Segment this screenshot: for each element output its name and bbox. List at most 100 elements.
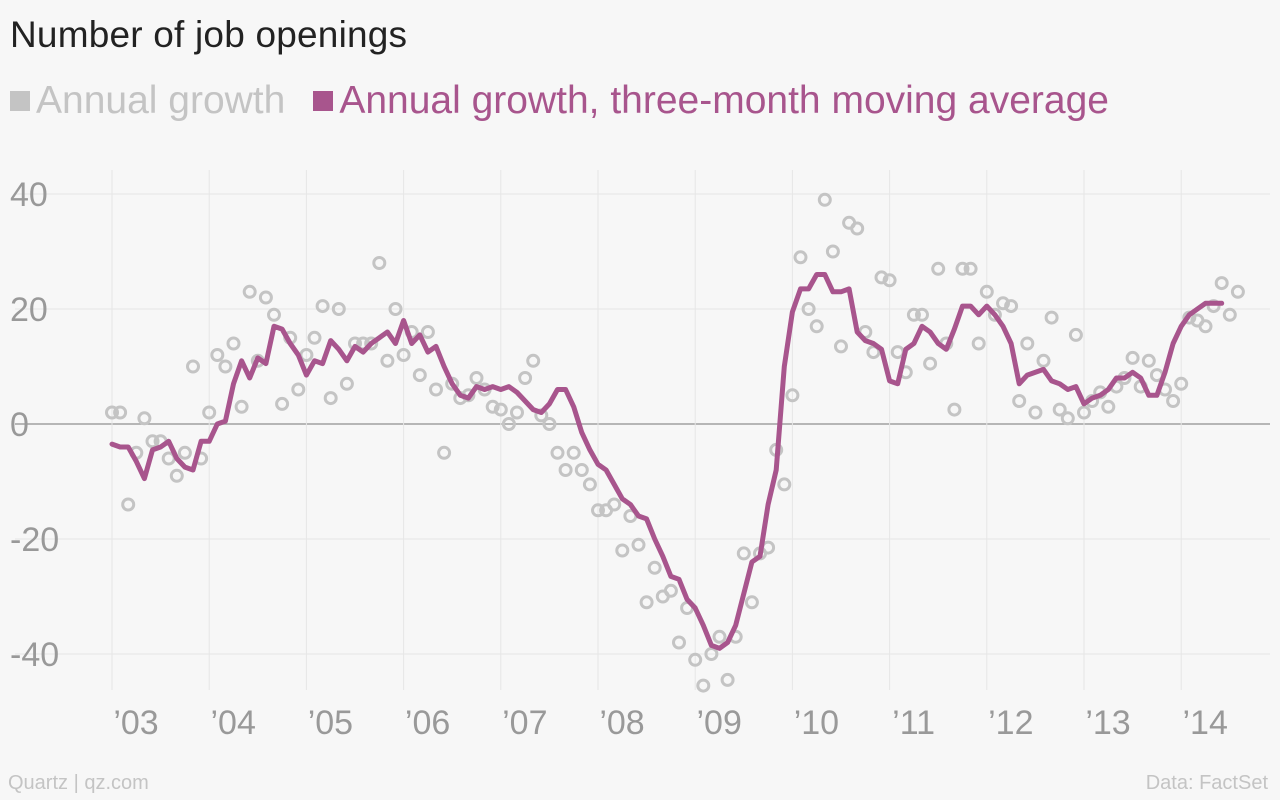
annual-growth-point [1004,299,1019,314]
axis-labels: 40 20 0 -20 -40 ’03 ’04 ’05 ’06 ’07 ’08 ’09 ’10 ’11 ’1… [10,176,1228,742]
annual-growth-point [947,402,962,417]
annual-growth-point [566,445,581,460]
annual-growth-point [242,284,257,299]
annual-growth-point [1198,319,1213,334]
annual-growth-point [1044,310,1059,325]
annual-growth-point [825,244,840,259]
annual-growth-point [1036,353,1051,368]
annual-growth-point [785,388,800,403]
annual-growth-point [1012,394,1027,408]
annual-growth-point [121,497,136,512]
annual-growth-point [307,330,322,345]
grid-lines [15,170,1270,690]
annual-growth-point [720,672,735,687]
legend-swatch-moving-average [313,91,334,111]
x-tick-label: ’04 [211,704,256,742]
annual-growth-point [696,678,711,693]
legend-label-annual-growth: Annual growth [36,79,286,122]
footer-data-source: Data: FactSet [1145,772,1268,794]
annual-growth-point [1020,336,1035,351]
y-tick-label: 40 [10,176,48,214]
x-tick-label: ’14 [1183,704,1228,742]
annual-growth-point [809,319,824,334]
annual-growth-point [485,399,500,414]
annual-growth-point [1206,299,1221,314]
annual-growth-point [866,345,881,360]
legend-label-moving-average: Annual growth, three-month moving averag… [339,79,1109,122]
annual-growth-point [372,256,387,270]
annual-growth-point [412,368,427,383]
annual-growth-point [1141,353,1156,368]
annual-growth-point [1222,307,1237,322]
annual-growth-point [955,261,970,276]
annual-growth-point [364,336,379,351]
annual-growth-point [817,192,832,207]
annual-growth-point [542,417,557,431]
annual-growth-point [267,307,281,322]
annual-growth-point [501,417,516,431]
annual-growth-point [186,359,200,374]
annual-growth-point [493,402,508,417]
annual-growth-point [874,270,889,285]
annual-growth-point [331,302,346,316]
annual-growth-point [736,546,751,561]
annual-growth-point [931,261,946,276]
annual-growth-point [591,503,605,518]
annual-growth-point [704,647,719,661]
annual-growth-point [979,284,994,299]
annual-growth-point [234,399,249,414]
x-tick-label: ’11 [892,704,935,742]
annual-growth-point [437,445,452,460]
y-tick-label: -40 [10,636,59,674]
annual-growth-point [1101,399,1116,414]
annual-growth-point [777,477,792,492]
annual-growth-point [1028,405,1043,420]
x-tick-label: ’08 [599,704,644,742]
annual-growth-point [429,382,443,397]
annual-growth-point [631,537,646,552]
chart-title: Number of job openings [10,14,408,55]
annual-growth-point [574,463,589,477]
annual-growth-point [744,595,759,610]
annual-growth-point [1174,376,1189,391]
legend-item-annual-growth: Annual growth [10,79,285,123]
annual-growth-point [890,345,905,360]
x-tick-label: ’03 [113,704,158,742]
annual-growth-point [1068,327,1083,342]
annual-growth-point [526,353,541,368]
annual-growth-point [1230,284,1245,299]
annual-growth-point [339,376,354,391]
annual-growth-point [639,595,654,610]
annual-growth-point [518,371,533,385]
annual-growth-point [1077,405,1091,420]
annual-growth-point [177,445,192,460]
annual-growth-point [906,307,921,322]
annual-growth-point [113,405,128,420]
annual-growth-point [647,560,662,575]
annual-growth-point [169,468,184,483]
x-tick-label: ’13 [1085,704,1130,742]
moving-average-line-group [109,272,1225,651]
x-tick-label: ’09 [697,704,742,742]
annual-growth-point [801,302,816,316]
annual-growth-point [105,405,119,420]
annual-growth-point [380,353,395,368]
annual-growth-point [1052,402,1067,417]
annual-growth-point [850,221,865,236]
moving-average-line [109,272,1225,651]
annual-growth-point [558,463,573,477]
annual-growth-point [315,299,330,314]
annual-growth-point [607,497,622,512]
annual-growth-point [1060,411,1075,426]
y-tick-label: 0 [10,406,29,444]
x-tick-label: ’10 [794,704,839,742]
annual-growth-point [582,477,597,492]
annual-growth-point [834,339,848,354]
annual-growth-point [1125,350,1140,365]
annual-growth-point [1214,276,1229,291]
annual-growth-point [550,445,565,460]
annual-growth-point [915,307,929,322]
annual-growth-point [996,296,1010,311]
annual-growth-point [882,273,897,288]
